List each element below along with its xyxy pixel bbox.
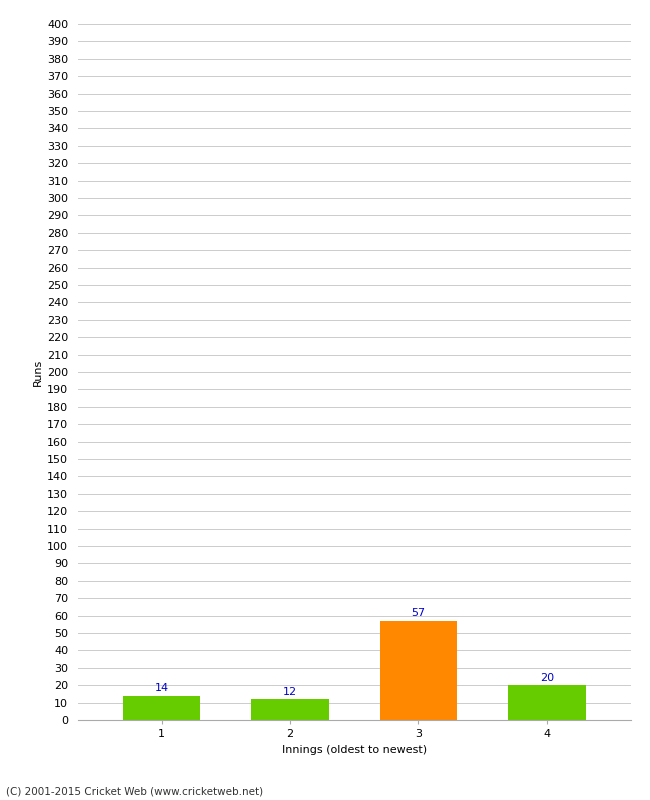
X-axis label: Innings (oldest to newest): Innings (oldest to newest): [281, 745, 427, 754]
Bar: [508, 685, 586, 720]
Bar: [252, 699, 328, 720]
Y-axis label: Runs: Runs: [33, 358, 43, 386]
Bar: [380, 621, 457, 720]
Text: 20: 20: [540, 673, 554, 682]
Text: 12: 12: [283, 686, 297, 697]
Bar: [123, 696, 200, 720]
Text: 57: 57: [411, 608, 426, 618]
Text: (C) 2001-2015 Cricket Web (www.cricketweb.net): (C) 2001-2015 Cricket Web (www.cricketwe…: [6, 786, 264, 796]
Text: 14: 14: [155, 683, 168, 693]
